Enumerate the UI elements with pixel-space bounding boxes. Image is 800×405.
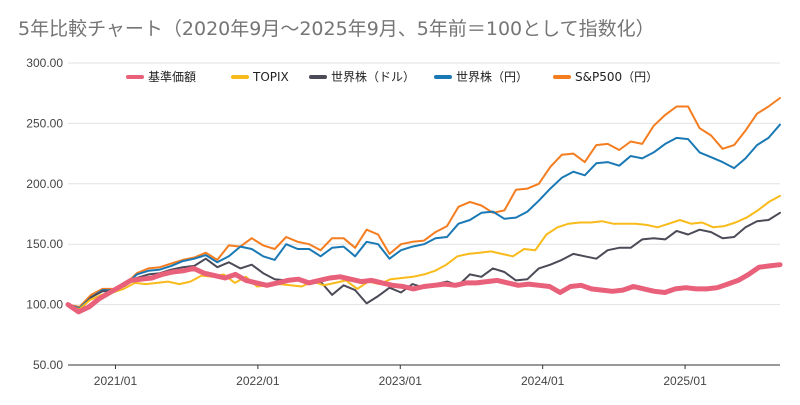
legend-label: 世界株（円） <box>456 69 528 84</box>
series-line <box>67 194 781 311</box>
y-tick-label: 300.00 <box>26 56 63 70</box>
series-line <box>67 123 781 310</box>
y-tick-label: 100.00 <box>26 298 63 312</box>
legend-label: S&P500（円） <box>575 70 658 84</box>
x-tick-label: 2023/01 <box>379 374 423 388</box>
legend-label: TOPIX <box>252 70 289 84</box>
x-tick-label: 2025/01 <box>663 374 707 388</box>
series-group <box>65 97 783 315</box>
y-tick-label: 50.00 <box>33 358 63 372</box>
series-line <box>65 262 783 315</box>
y-axis: 50.00 100.00 150.00 200.00 250.00 300.00 <box>26 56 63 372</box>
legend-label: 世界株（ドル） <box>331 69 415 84</box>
series-line <box>67 97 781 308</box>
y-tick-label: 150.00 <box>26 237 63 251</box>
legend-label: 基準価額 <box>148 69 196 84</box>
x-tick-label: 2021/01 <box>94 374 138 388</box>
x-tick-label: 2024/01 <box>521 374 565 388</box>
y-tick-label: 200.00 <box>26 177 63 191</box>
legend: 基準価額 TOPIX 世界株（ドル） 世界株（円） S&P500（円） <box>126 69 658 84</box>
x-tick-label: 2022/01 <box>236 374 280 388</box>
x-axis: 2021/01 2022/01 2023/01 2024/01 2025/01 <box>94 365 707 388</box>
chart-title: 5年比較チャート（2020年9月〜2025年9月、5年前＝100として指数化） <box>18 18 655 40</box>
y-tick-label: 250.00 <box>26 116 63 130</box>
